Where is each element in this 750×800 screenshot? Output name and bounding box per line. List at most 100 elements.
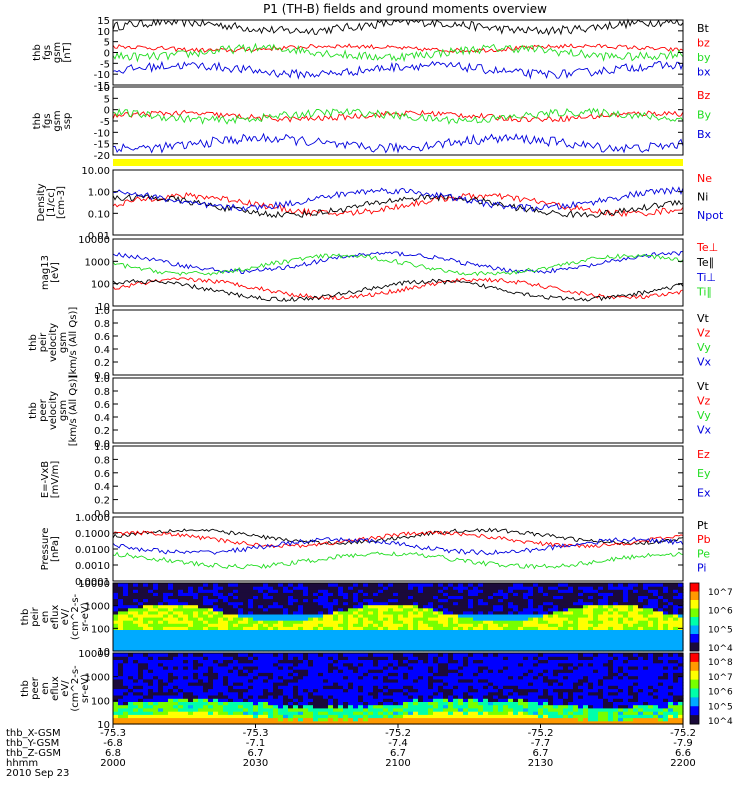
heatmap-cell (438, 714, 444, 719)
heatmap-cell (323, 720, 329, 725)
heatmap-cell (583, 647, 589, 652)
heatmap-cell (283, 669, 289, 673)
heatmap-cell (168, 672, 174, 677)
heatmap-cell (488, 638, 494, 643)
heatmap-cell (483, 604, 489, 609)
heatmap-cell (183, 632, 189, 637)
heatmap-cell (513, 607, 519, 612)
heatmap-cell (558, 720, 564, 725)
heatmap-cell (368, 598, 374, 603)
heatmap-cell (298, 638, 304, 643)
heatmap-cell (323, 610, 329, 615)
heatmap-cell (528, 685, 534, 690)
heatmap-cell (238, 720, 244, 725)
heatmap-cell (473, 595, 479, 600)
heatmap-cell (133, 644, 139, 649)
heatmap-cell (463, 717, 469, 722)
heatmap-cell (563, 675, 569, 680)
heatmap-cell (283, 672, 289, 677)
heatmap-cell (228, 604, 234, 609)
heatmap-cell (543, 641, 549, 646)
heatmap-cell (578, 617, 584, 621)
heatmap-cell (178, 586, 184, 590)
heatmap-cell (408, 626, 414, 630)
heatmap-cell (373, 601, 379, 606)
heatmap-cell (628, 613, 634, 618)
heatmap-cell (248, 656, 254, 660)
heatmap-cell (348, 701, 354, 706)
heatmap-cell (593, 685, 599, 690)
heatmap-cell (283, 610, 289, 615)
heatmap-cell (563, 632, 569, 637)
heatmap-cell (318, 662, 324, 667)
heatmap-cell (618, 678, 624, 683)
heatmap-cell (223, 704, 229, 709)
heatmap-cell (433, 595, 439, 600)
heatmap-cell (478, 656, 484, 660)
heatmap-cell (428, 607, 434, 612)
heatmap-cell (158, 644, 164, 649)
y-tick-label: 10.00 (81, 166, 110, 177)
y-tick-label: 0.4 (94, 345, 110, 356)
heatmap-cell (238, 598, 244, 603)
heatmap-cell (443, 714, 449, 719)
heatmap-cell (373, 688, 379, 693)
heatmap-cell (123, 632, 129, 637)
heatmap-cell (383, 604, 389, 609)
heatmap-cell (518, 635, 524, 640)
heatmap-cell (123, 711, 129, 715)
heatmap-cell (173, 656, 179, 660)
heatmap-cell (203, 714, 209, 719)
heatmap-cell (528, 711, 534, 715)
heatmap-cell (443, 704, 449, 709)
heatmap-cell (283, 688, 289, 693)
heatmap-cell (583, 659, 589, 664)
heatmap-cell (193, 701, 199, 706)
heatmap-cell (313, 688, 319, 693)
heatmap-cell (668, 592, 674, 596)
heatmap-cell (508, 635, 514, 640)
heatmap-cell (508, 586, 514, 590)
heatmap-cell (553, 688, 559, 693)
heatmap-cell (488, 647, 494, 652)
heatmap-cell (158, 717, 164, 722)
heatmap-cell (528, 583, 534, 587)
heatmap-cell (383, 613, 389, 618)
heatmap-cell (118, 698, 124, 702)
heatmap-cell (113, 714, 119, 719)
heatmap-cell (338, 678, 344, 683)
heatmap-cell (163, 647, 169, 652)
heatmap-cell (213, 720, 219, 725)
heatmap-cell (603, 662, 609, 667)
heatmap-cell (348, 629, 354, 634)
heatmap-cell (138, 607, 144, 612)
heatmap-cell (353, 656, 359, 660)
heatmap-cell (428, 598, 434, 603)
heatmap-cell (168, 620, 174, 624)
heatmap-cell (298, 632, 304, 637)
heatmap-cell (473, 714, 479, 719)
heatmap-cell (378, 682, 384, 686)
heatmap-cell (568, 685, 574, 690)
heatmap-cell (268, 598, 274, 603)
heatmap-cell (523, 653, 529, 657)
heatmap-cell (218, 662, 224, 667)
heatmap-cell (203, 675, 209, 680)
heatmap-cell (418, 698, 424, 702)
heatmap-cell (418, 720, 424, 725)
heatmap-cell (378, 629, 384, 634)
heatmap-cell (208, 659, 214, 664)
heatmap-cell (303, 638, 309, 643)
heatmap-cell (133, 617, 139, 621)
heatmap-cell (148, 620, 154, 624)
heatmap-cell (278, 653, 284, 657)
heatmap-cell (123, 720, 129, 725)
heatmap-cell (258, 688, 264, 693)
heatmap-cell (268, 669, 274, 673)
heatmap-cell (153, 604, 159, 609)
heatmap-cell (463, 685, 469, 690)
heatmap-cell (113, 675, 119, 680)
heatmap-cell (458, 675, 464, 680)
heatmap-cell (443, 610, 449, 615)
heatmap-cell (353, 632, 359, 637)
